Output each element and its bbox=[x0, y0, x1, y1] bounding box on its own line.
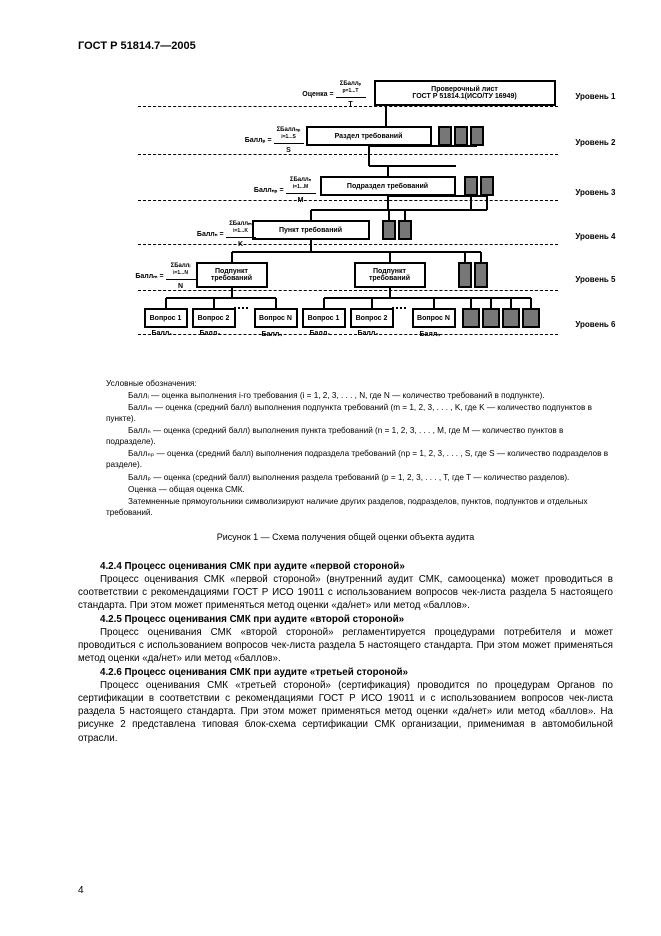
level-label: Уровень 5 bbox=[575, 275, 615, 284]
doc-header: ГОСТ Р 51814.7—2005 bbox=[78, 40, 613, 52]
question-box: Вопрос 1 bbox=[302, 308, 346, 328]
shaded-box bbox=[462, 308, 480, 328]
question-box: Вопрос 2 bbox=[350, 308, 394, 328]
para-426: Процесс оценивания СМК «третьей стороной… bbox=[78, 679, 613, 745]
legend-line: Баллₘ — оценка (средний балл) выполнения… bbox=[106, 402, 613, 424]
shaded-box bbox=[458, 262, 472, 288]
subpoint-box: Подпункттребований bbox=[196, 262, 268, 288]
legend-line: Баллₙ — оценка (средний балл) выполнения… bbox=[106, 425, 613, 447]
formula: Баллₙ = ΣБаллₘi=1...KK bbox=[156, 220, 256, 248]
subpoint-box: Подпункттребований bbox=[354, 262, 426, 288]
legend-line: Оценка — общая оценка СМК. bbox=[106, 484, 613, 495]
ball-label: Балл₂ bbox=[200, 330, 221, 337]
shaded-box bbox=[438, 126, 452, 146]
shaded-box bbox=[502, 308, 520, 328]
level-label: Уровень 3 bbox=[575, 188, 615, 197]
shaded-box bbox=[464, 176, 478, 196]
question-box: Вопрос N bbox=[254, 308, 298, 328]
para-425: Процесс оценивания СМК «второй стороной»… bbox=[78, 626, 613, 666]
shaded-box bbox=[398, 220, 412, 240]
heading-426: 4.2.6 Процесс оценивания СМК при аудите … bbox=[78, 666, 613, 679]
figure-caption: Рисунок 1 — Схема получения общей оценки… bbox=[78, 532, 613, 542]
shaded-box bbox=[480, 176, 494, 196]
level-dashline bbox=[138, 200, 558, 201]
shaded-box bbox=[474, 262, 488, 288]
section-box: Раздел требований bbox=[306, 126, 432, 146]
shaded-box bbox=[454, 126, 468, 146]
ball-label: Балл₂ bbox=[358, 330, 379, 337]
question-box: Вопрос N bbox=[412, 308, 456, 328]
formula: Баллₙₚ = ΣБаллₙi=1...MM bbox=[216, 176, 316, 204]
subsection-box: Подраздел требований bbox=[320, 176, 456, 196]
ball-label: Баллₙ bbox=[420, 330, 441, 338]
page-number: 4 bbox=[78, 885, 84, 896]
page: ГОСТ Р 51814.7—2005 bbox=[0, 0, 661, 936]
level-label: Уровень 1 bbox=[575, 92, 615, 101]
legend-title: Условные обозначения: bbox=[106, 378, 613, 389]
level-label: Уровень 2 bbox=[575, 138, 615, 147]
legend-line: Баллᵢ — оценка выполнения i-го требовани… bbox=[106, 390, 613, 401]
legend-line: Затемненные прямоугольники символизируют… bbox=[106, 496, 613, 518]
shaded-box bbox=[470, 126, 484, 146]
level-dashline bbox=[138, 154, 558, 155]
ball-label: Баллₙ bbox=[262, 330, 283, 338]
ball-label: Балл₁ bbox=[152, 330, 173, 337]
question-box: Вопрос 2 bbox=[192, 308, 236, 328]
heading-425: 4.2.5 Процесс оценивания СМК при аудите … bbox=[78, 613, 613, 626]
hierarchy-diagram: Уровень 1Уровень 2Уровень 3Уровень 4Уров… bbox=[86, 70, 606, 370]
legend-block: Условные обозначения: Баллᵢ — оценка вып… bbox=[106, 378, 613, 518]
legend-line: Баллₚ — оценка (средний балл) выполнения… bbox=[106, 472, 613, 483]
formula: Баллₚ = ΣБаллₙₚi=1...SS bbox=[204, 126, 304, 154]
level-label: Уровень 6 bbox=[575, 320, 615, 329]
body-text: 4.2.4 Процесс оценивания СМК при аудите … bbox=[78, 560, 613, 745]
shaded-box bbox=[382, 220, 396, 240]
formula: Оценка = ΣБаллₚp=1...TT bbox=[266, 80, 366, 108]
question-box: Вопрос 1 bbox=[144, 308, 188, 328]
level-label: Уровень 4 bbox=[575, 232, 615, 241]
shaded-box bbox=[482, 308, 500, 328]
formula: Баллₘ = ΣБаллᵢi=1...NN bbox=[96, 262, 196, 290]
point-box: Пункт требований bbox=[252, 220, 370, 240]
para-424: Процесс оценивания СМК «первой стороной»… bbox=[78, 573, 613, 613]
root-box: Проверочный листГОСТ Р 51814.1(ИСО/ТУ 16… bbox=[374, 80, 556, 106]
level-dashline bbox=[138, 290, 558, 291]
heading-424: 4.2.4 Процесс оценивания СМК при аудите … bbox=[78, 560, 613, 573]
ball-label: Балл₁ bbox=[310, 330, 331, 337]
shaded-box bbox=[522, 308, 540, 328]
legend-line: Баллₙₚ — оценка (средний балл) выполнени… bbox=[106, 448, 613, 470]
